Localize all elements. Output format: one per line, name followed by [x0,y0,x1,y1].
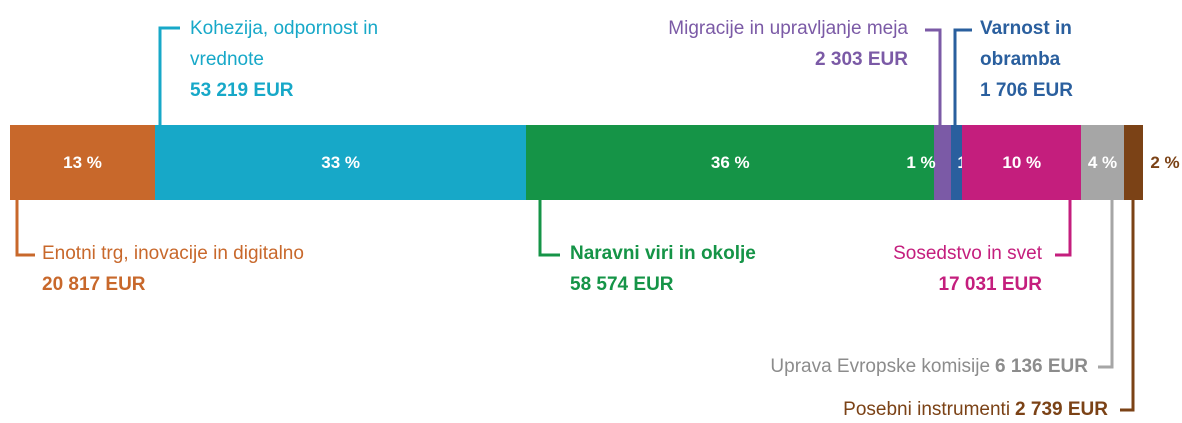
bar-segment [950,125,963,200]
segment-amount: 6 136 EUR [995,356,1088,377]
segment-label: Posebni instrumenti 2 739 EUR [843,398,1108,422]
segment-label: Varnost in obramba 1 706 EUR [980,13,1110,106]
connector [953,28,972,125]
segment-name: Naravni viri in okolje [570,243,756,264]
connector [1120,200,1135,412]
segment-label: Uprava Evropske komisije 6 136 EUR [770,355,1088,379]
segment-name: Uprava Evropske komisije [770,356,991,377]
segment-label: Naravni viri in okolje 58 574 EUR [570,238,840,300]
share-label: 4 % [1087,153,1118,172]
share-label: 36 % [710,153,750,172]
segment-amount: 2 739 EUR [1015,399,1108,420]
segment-name: Posebni instrumenti [843,399,1011,420]
share-label: 10 % [1002,153,1042,172]
bar-segment [526,125,935,200]
connector [1098,200,1114,369]
bar-segment [1123,125,1143,200]
segment-label: Enotni trg, inovacije in digitalno 20 817… [42,238,312,300]
share-label: 2 % [1150,153,1180,172]
segment-amount: 53 219 EUR [190,80,294,101]
segment-amount: 2 303 EUR [815,49,908,70]
bar-segment [934,125,951,200]
bar-segment [962,125,1082,200]
segment-name: Kohezija, odpornost in vrednote [190,18,379,70]
connector [925,28,942,125]
segment-name: Sosedstvo in svet [893,243,1042,264]
share-label: 33 % [321,153,360,172]
segment-label: Migracije in upravljanje meja 2 303 EUR [618,13,908,75]
segment-label: Sosedstvo in svet 17 031 EUR [782,238,1042,300]
segment-name: Varnost in obramba [980,18,1072,70]
segment-label: Kohezija, odpornost in vrednote 53 219 EU… [190,13,450,106]
connector [538,200,560,257]
segment-amount: 58 574 EUR [570,274,674,295]
segment-name: Migracije in upravljanje meja [668,18,908,39]
share-label: 13 % [63,153,102,172]
segment-amount: 17 031 EUR [938,274,1042,295]
connector [1055,200,1072,257]
bar-segment [10,125,156,200]
segment-name: Enotni trg, inovacije in digitalno [42,243,304,264]
connector [15,200,35,257]
share-label: 1 % [906,153,936,172]
bar-segment [155,125,527,200]
connector [158,26,180,125]
bar-segment [1081,125,1124,200]
segment-amount: 20 817 EUR [42,274,146,295]
segment-amount: 1 706 EUR [980,80,1073,101]
